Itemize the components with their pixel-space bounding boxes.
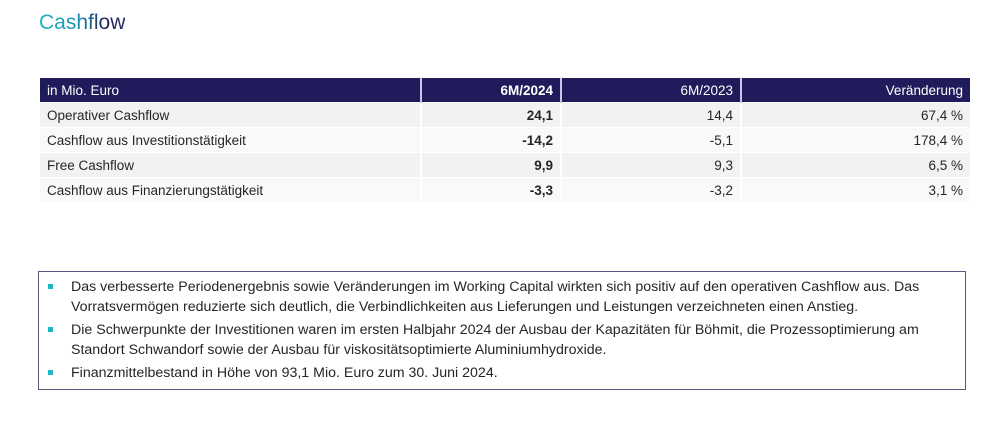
square-bullet-icon	[48, 370, 53, 375]
square-bullet-icon	[48, 327, 53, 332]
value-6m-2024: 24,1	[420, 102, 561, 128]
note-text: Finanzmittelbestand in Höhe von 93,1 Mio…	[71, 365, 498, 381]
cashflow-table: in Mio. Euro 6M/2024 6M/2023 Veränderung…	[40, 78, 970, 202]
value-6m-2024: -3,3	[420, 177, 561, 202]
header-6m-2023: 6M/2023	[560, 78, 741, 103]
value-6m-2023: 9,3	[560, 152, 741, 178]
value-change: 67,4 %	[740, 102, 970, 128]
value-6m-2023: -3,2	[560, 177, 741, 202]
value-change: 178,4 %	[740, 127, 970, 153]
header-6m-2024: 6M/2024	[420, 78, 561, 103]
note-text: Die Schwerpunkte der Investitionen waren…	[71, 322, 919, 358]
page-title: Cashflow	[39, 11, 126, 34]
value-6m-2023: -5,1	[560, 127, 741, 153]
note-text: Das verbesserte Periodenergebnis sowie V…	[71, 279, 920, 315]
value-change: 3,1 %	[740, 177, 970, 202]
square-bullet-icon	[48, 284, 53, 289]
row-label: Cashflow aus Finanzierungstätigkeit	[40, 177, 421, 202]
list-item: Die Schwerpunkte der Investitionen waren…	[39, 320, 965, 360]
header-unit: in Mio. Euro	[40, 78, 421, 103]
row-label: Operativer Cashflow	[40, 102, 421, 128]
header-change: Veränderung	[740, 78, 970, 103]
list-item: Finanzmittelbestand in Höhe von 93,1 Mio…	[39, 363, 965, 383]
value-6m-2024: -14,2	[420, 127, 561, 153]
table-row: Cashflow aus Finanzierungstätigkeit -3,3…	[40, 177, 970, 202]
table-row: Free Cashflow 9,9 9,3 6,5 %	[40, 152, 970, 178]
value-6m-2023: 14,4	[560, 102, 741, 128]
table-row: Cashflow aus Investitionstätigkeit -14,2…	[40, 127, 970, 153]
notes-list: Das verbesserte Periodenergebnis sowie V…	[39, 277, 965, 383]
notes-box: Das verbesserte Periodenergebnis sowie V…	[38, 271, 966, 390]
table-header-row: in Mio. Euro 6M/2024 6M/2023 Veränderung	[40, 78, 970, 103]
value-6m-2024: 9,9	[420, 152, 561, 178]
list-item: Das verbesserte Periodenergebnis sowie V…	[39, 277, 965, 317]
row-label: Cashflow aus Investitionstätigkeit	[40, 127, 421, 153]
value-change: 6,5 %	[740, 152, 970, 178]
table-row: Operativer Cashflow 24,1 14,4 67,4 %	[40, 102, 970, 128]
row-label: Free Cashflow	[40, 152, 421, 178]
